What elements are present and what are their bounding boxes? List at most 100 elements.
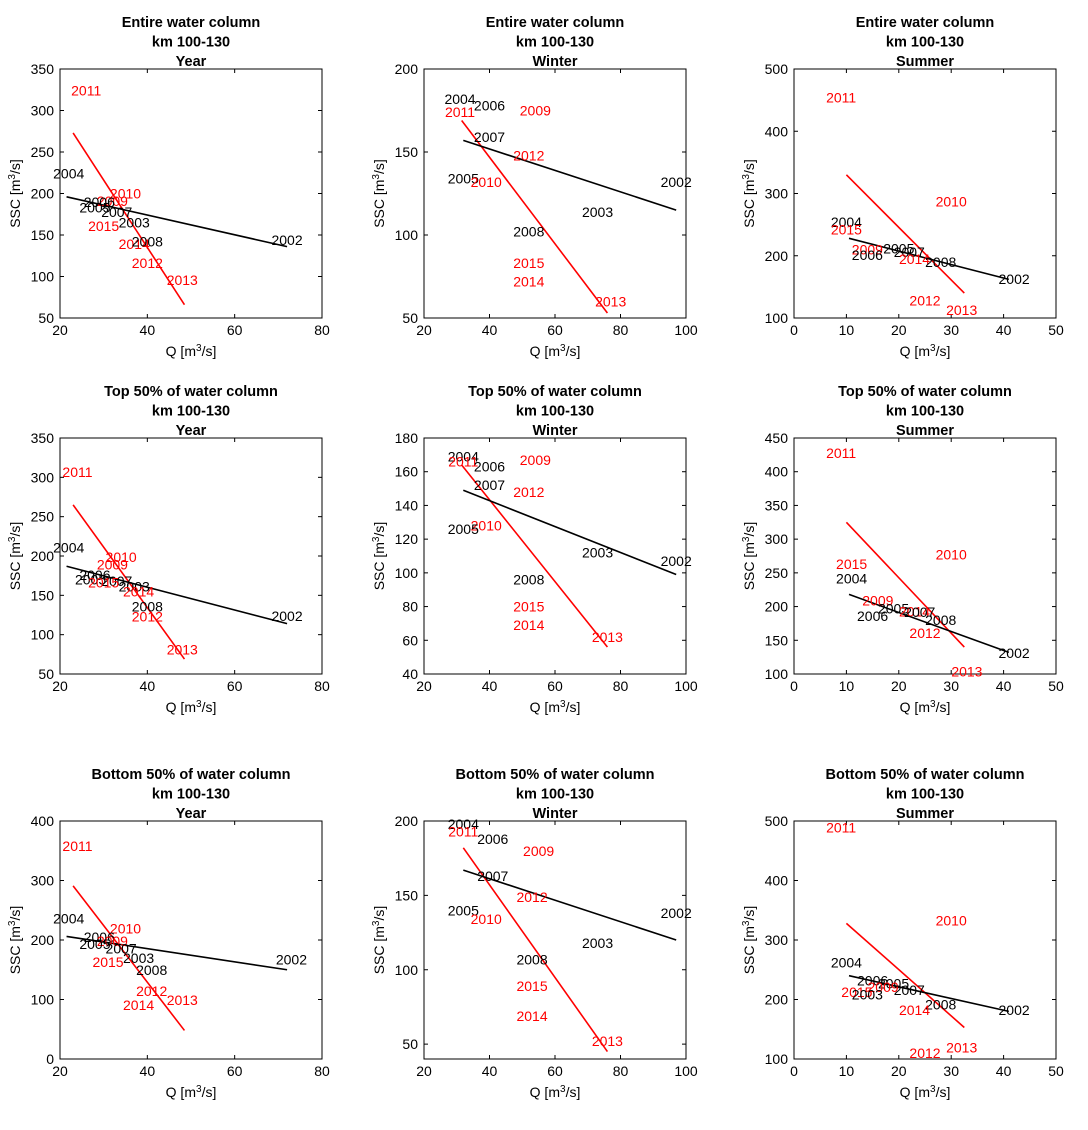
data-point-label: 2003 — [119, 215, 150, 231]
x-tick-label: 80 — [613, 322, 629, 338]
regression-line-black — [848, 593, 1010, 654]
y-tick-label: 160 — [395, 464, 419, 480]
y-tick-label: 200 — [765, 248, 789, 264]
regression-line-black — [848, 974, 1010, 1013]
y-tick-label: 100 — [31, 627, 55, 643]
subplot-title: Entire water column — [122, 15, 261, 31]
subplot-title: km 100-130 — [886, 35, 964, 51]
regression-line-red — [462, 847, 609, 1053]
data-point-label: 2006 — [477, 831, 508, 847]
x-tick-label: 20 — [891, 678, 907, 694]
data-point-label: 2009 — [520, 103, 551, 119]
data-point-label: 2013 — [167, 272, 198, 288]
y-tick-label: 100 — [395, 962, 419, 978]
y-tick-label: 400 — [31, 813, 55, 829]
data-point-label: 2012 — [513, 484, 544, 500]
data-point-label: 2007 — [106, 940, 137, 956]
y-tick-label: 300 — [31, 873, 55, 889]
y-tick-label: 40 — [402, 666, 418, 682]
data-point-label: 2009 — [868, 979, 899, 995]
y-tick-label: 140 — [395, 497, 419, 513]
x-tick-label: 10 — [839, 678, 855, 694]
subplot-title: km 100-130 — [152, 787, 230, 803]
axes-box — [793, 437, 1057, 675]
x-tick-label: 80 — [613, 678, 629, 694]
data-point-label: 2015 — [88, 218, 119, 234]
data-point-label: 2015 — [841, 984, 872, 1000]
regression-line-black — [66, 196, 288, 248]
data-point-label: 2010 — [471, 518, 502, 534]
subplot-title: Winter — [533, 423, 578, 439]
data-point-label: 2003 — [123, 950, 154, 966]
data-point-label: 2008 — [516, 951, 547, 967]
data-point-label: 2008 — [925, 612, 956, 628]
x-tick-label: 30 — [943, 678, 959, 694]
data-point-label: 2012 — [516, 889, 547, 905]
y-tick-label: 100 — [765, 666, 789, 682]
data-point-label: 2012 — [132, 609, 163, 625]
data-point-label: 2002 — [276, 952, 307, 968]
data-point-label: 2003 — [852, 987, 883, 1003]
x-tick-label: 40 — [140, 1063, 156, 1079]
data-point-label: 2013 — [951, 663, 982, 679]
subplot-title: Entire water column — [856, 15, 995, 31]
y-axis-label: SSC [m3/s] — [7, 159, 24, 228]
x-axis-label: Q [m3/s] — [166, 1084, 217, 1101]
data-point-label: 2007 — [904, 604, 935, 620]
regression-line-red — [461, 119, 609, 314]
x-tick-label: 60 — [227, 678, 243, 694]
data-point-label: 2015 — [92, 954, 123, 970]
y-tick-label: 400 — [765, 123, 789, 139]
x-tick-label: 60 — [547, 1063, 563, 1079]
x-tick-label: 100 — [674, 322, 698, 338]
y-tick-label: 300 — [31, 469, 55, 485]
y-tick-label: 50 — [402, 310, 418, 326]
data-point-label: 2005 — [878, 601, 909, 617]
data-point-label: 2009 — [523, 843, 554, 859]
x-tick-label: 80 — [314, 322, 330, 338]
data-point-label: 2013 — [167, 992, 198, 1008]
data-point-label: 2008 — [513, 224, 544, 240]
regression-line-red — [845, 922, 965, 1029]
data-point-label: 2002 — [999, 1002, 1030, 1018]
y-axis-label: SSC [m3/s] — [7, 522, 24, 591]
x-tick-label: 100 — [674, 1063, 698, 1079]
axes-box — [423, 820, 687, 1060]
x-tick-label: 40 — [482, 678, 498, 694]
subplot-title: Bottom 50% of water column — [456, 767, 655, 783]
y-tick-label: 150 — [31, 227, 55, 243]
data-point-label: 2011 — [448, 823, 478, 839]
x-tick-label: 10 — [839, 1063, 855, 1079]
subplot-title: km 100-130 — [152, 35, 230, 51]
y-tick-label: 100 — [395, 565, 419, 581]
y-tick-label: 80 — [402, 599, 418, 615]
y-tick-label: 150 — [395, 144, 419, 160]
x-tick-label: 0 — [790, 322, 798, 338]
y-tick-label: 450 — [765, 430, 789, 446]
regression-line-black — [848, 237, 1010, 281]
y-tick-label: 100 — [395, 227, 419, 243]
data-point-label: 2002 — [661, 905, 692, 921]
data-point-label: 2007 — [101, 204, 132, 220]
data-point-label: 2007 — [474, 477, 505, 493]
x-tick-label: 60 — [547, 678, 563, 694]
y-tick-label: 300 — [765, 932, 789, 948]
subplot-title: km 100-130 — [152, 404, 230, 420]
data-point-label: 2013 — [592, 629, 623, 645]
x-axis-label: Q [m3/s] — [530, 699, 581, 716]
regression-line-red — [461, 464, 609, 648]
data-point-label: 2014 — [513, 273, 544, 289]
y-axis-label: SSC [m3/s] — [371, 522, 388, 591]
x-tick-label: 40 — [482, 322, 498, 338]
data-point-label: 2012 — [132, 255, 163, 271]
data-point-label: 2004 — [53, 911, 84, 927]
y-tick-label: 350 — [31, 61, 55, 77]
y-tick-label: 150 — [765, 632, 789, 648]
y-tick-label: 400 — [765, 464, 789, 480]
data-point-label: 2006 — [84, 929, 115, 945]
subplot-title: Winter — [533, 806, 578, 822]
x-tick-label: 40 — [140, 678, 156, 694]
data-point-label: 2011 — [826, 820, 856, 836]
data-point-label: 2007 — [474, 129, 505, 145]
x-tick-label: 40 — [996, 322, 1012, 338]
